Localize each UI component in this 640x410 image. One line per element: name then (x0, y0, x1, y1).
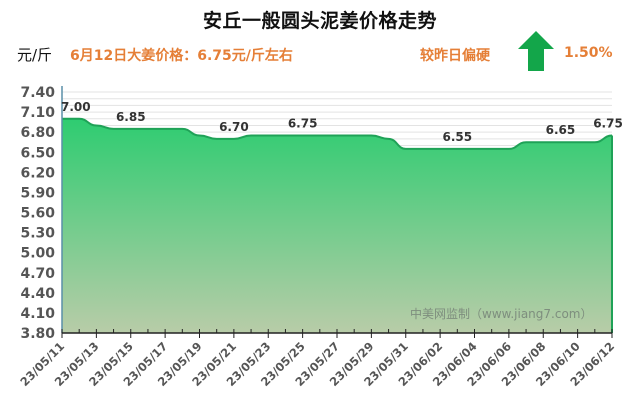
price-area (62, 118, 612, 334)
y-tick-label: 6.50 (20, 145, 55, 161)
y-tick-label: 6.20 (20, 165, 55, 181)
data-label: 6.75 (593, 117, 623, 131)
change-percent: 1.50% (564, 45, 613, 61)
data-label: 6.85 (116, 110, 146, 124)
data-label: 6.75 (288, 117, 318, 131)
data-label: 7.00 (61, 100, 91, 114)
y-tick-label: 5.00 (20, 246, 55, 262)
y-tick-label: 5.30 (20, 226, 55, 242)
data-label: 6.65 (546, 123, 576, 137)
watermark: 中美网监制（www.jiang7.com） (410, 307, 593, 321)
y-tick-label: 5.60 (20, 206, 55, 222)
y-tick-label: 4.10 (20, 306, 55, 322)
compare-text: 较昨日偏硬 (420, 48, 490, 64)
price-line (62, 117, 613, 150)
chart-title: 安丘一般圆头泥姜价格走势 (202, 10, 437, 32)
y-tick-label: 6.80 (20, 125, 55, 141)
y-tick-label: 3.80 (20, 326, 55, 342)
unit-label: 元/斤 (17, 46, 53, 64)
data-label: 6.70 (219, 120, 249, 134)
y-tick-label: 4.40 (20, 286, 55, 302)
y-tick-label: 4.70 (20, 266, 55, 282)
y-tick-label: 7.40 (20, 85, 55, 101)
today-price-text: 6月12日大姜价格：6.75元/斤左右 (70, 48, 293, 64)
y-tick-label: 7.10 (20, 105, 55, 121)
data-label: 6.55 (443, 130, 473, 144)
arrow-up-icon (518, 31, 554, 71)
y-tick-label: 5.90 (20, 185, 55, 201)
